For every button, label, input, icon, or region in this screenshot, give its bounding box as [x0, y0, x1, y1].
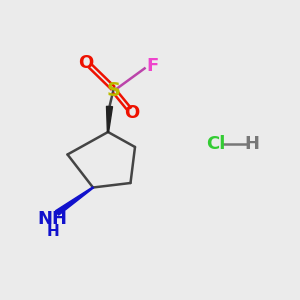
- Polygon shape: [56, 187, 93, 215]
- Text: O: O: [78, 54, 93, 72]
- Text: S: S: [107, 80, 121, 100]
- Text: Cl: Cl: [206, 135, 226, 153]
- Text: O: O: [124, 103, 140, 122]
- Text: H: H: [244, 135, 260, 153]
- Text: NH: NH: [38, 210, 68, 228]
- Polygon shape: [106, 106, 112, 132]
- Text: H: H: [46, 224, 59, 239]
- Text: F: F: [147, 57, 159, 75]
